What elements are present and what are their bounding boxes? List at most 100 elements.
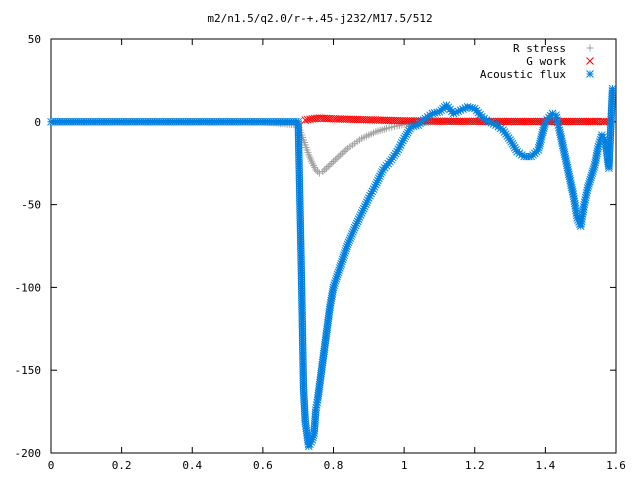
data-point xyxy=(372,180,380,189)
series-r-stress xyxy=(47,118,613,177)
data-point-interp xyxy=(345,236,354,245)
data-point-interp xyxy=(585,179,593,188)
data-point xyxy=(456,106,465,115)
data-point xyxy=(608,84,617,93)
data-point-interp xyxy=(508,140,517,148)
data-point-interp xyxy=(394,145,403,154)
data-point-interp xyxy=(335,153,343,161)
data-point-interp xyxy=(354,215,363,224)
data-point-interp xyxy=(376,172,384,181)
legend-label: G work xyxy=(526,55,566,68)
data-point xyxy=(400,134,408,143)
data-point-interp xyxy=(340,249,349,257)
data-point-interp xyxy=(468,104,477,112)
data-point-interp xyxy=(343,242,351,251)
y-tick-label: -200 xyxy=(15,447,42,460)
data-point-interp xyxy=(409,122,418,131)
data-point-interp xyxy=(540,122,549,130)
data-point-interp xyxy=(412,121,420,130)
data-point-interp xyxy=(454,107,463,116)
data-point-interp xyxy=(595,140,603,149)
data-point-interp xyxy=(349,226,358,234)
data-point xyxy=(336,262,345,270)
data-point-interp xyxy=(459,105,467,113)
data-point xyxy=(308,435,317,444)
data-point-interp xyxy=(338,149,346,157)
data-point xyxy=(350,223,359,232)
data-point-interp xyxy=(358,206,367,215)
data-point-interp xyxy=(536,139,544,148)
data-point xyxy=(534,146,543,154)
data-point-interp xyxy=(359,204,368,213)
data-point-interp xyxy=(336,264,344,272)
data-point xyxy=(407,122,416,131)
data-point-interp xyxy=(368,187,377,196)
data-point-interp xyxy=(395,143,404,152)
data-point xyxy=(580,200,589,209)
data-point-interp xyxy=(553,118,562,127)
data-point-interp xyxy=(333,270,342,279)
data-point-interp xyxy=(552,113,561,122)
x-tick-label: 1.2 xyxy=(465,459,485,472)
data-point-interp xyxy=(487,119,496,127)
data-point-interp xyxy=(587,171,596,180)
data-point-interp xyxy=(509,141,518,150)
data-point-interp xyxy=(374,176,382,185)
legend-label: R stress xyxy=(513,42,566,55)
y-tick-label: -100 xyxy=(15,281,42,294)
data-point xyxy=(552,111,560,120)
y-tick-label: 0 xyxy=(34,116,41,129)
data-point-interp xyxy=(309,431,318,440)
y-tick-label: -50 xyxy=(21,199,41,212)
x-tick-label: 0.4 xyxy=(182,459,202,472)
data-point-interp xyxy=(333,272,341,281)
data-point-interp xyxy=(403,128,412,137)
data-point-interp xyxy=(373,178,381,187)
data-point-interp xyxy=(590,163,599,171)
data-point-interp xyxy=(333,154,341,162)
data-point xyxy=(322,164,330,172)
data-point-interp xyxy=(585,177,594,186)
data-point-interp xyxy=(342,244,351,253)
data-point-interp xyxy=(584,182,593,190)
data-point xyxy=(343,240,352,249)
data-point-interp xyxy=(348,230,356,238)
data-point-interp xyxy=(537,133,546,141)
data-point xyxy=(428,109,437,118)
data-point-interp xyxy=(335,266,344,275)
data-point-interp xyxy=(339,253,348,262)
data-point-interp xyxy=(401,132,410,141)
data-point-interp xyxy=(331,277,340,285)
data-point-interp xyxy=(375,174,383,183)
data-point-interp xyxy=(306,440,314,449)
plot-frame xyxy=(50,38,617,454)
y-tick-label: -150 xyxy=(15,364,42,377)
data-point-interp xyxy=(461,104,470,112)
data-point-interp xyxy=(346,234,355,242)
data-point-interp xyxy=(536,137,545,146)
legend-marker xyxy=(586,44,594,52)
data-point-interp xyxy=(338,255,347,264)
data-point-interp xyxy=(356,211,365,219)
data-point xyxy=(329,283,338,292)
data-point-interp xyxy=(430,109,439,117)
data-point-interp xyxy=(510,143,519,152)
data-point-interp xyxy=(337,259,346,268)
data-point xyxy=(319,167,327,175)
data-point-interp xyxy=(535,141,544,150)
data-point-interp xyxy=(324,163,332,171)
x-tick-label: 1 xyxy=(401,459,408,472)
data-point-interp xyxy=(587,173,595,182)
data-point-interp xyxy=(540,120,549,128)
data-point-interp xyxy=(326,161,334,169)
data-point xyxy=(449,109,458,118)
legend-marker xyxy=(586,57,594,65)
data-point-interp xyxy=(582,188,591,197)
data-point xyxy=(594,142,603,151)
data-point xyxy=(337,151,345,159)
data-point-interp xyxy=(342,146,350,154)
data-point-interp xyxy=(334,268,343,277)
data-point xyxy=(312,166,320,174)
x-tick-label: 1.4 xyxy=(535,459,555,472)
